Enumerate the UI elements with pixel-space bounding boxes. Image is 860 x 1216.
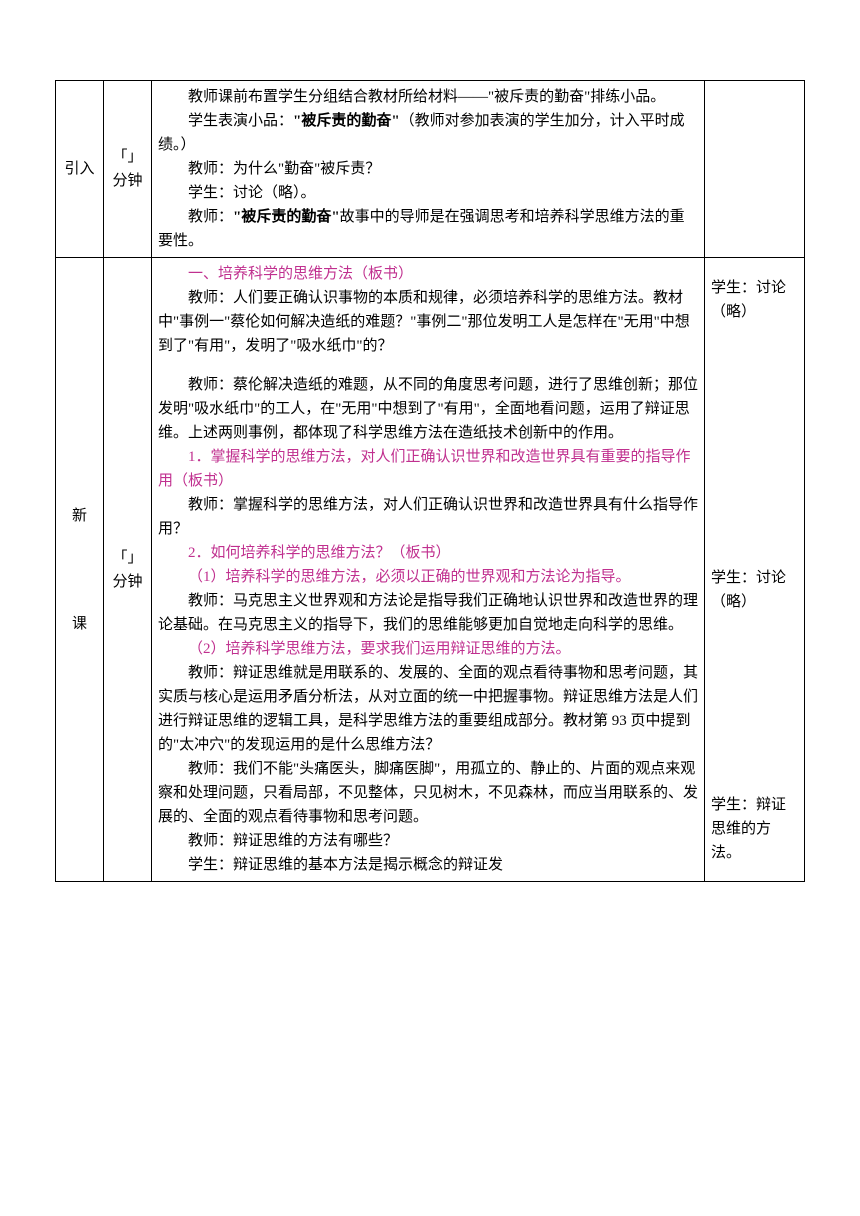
- content-paragraph: 教师：我们不能"头痛医头，脚痛医脚"，用孤立的、静止的、片面的观点来观察和处理问…: [158, 757, 698, 829]
- content-paragraph: （2）培养科学思维方法，要求我们运用辩证思维的方法。: [158, 637, 698, 661]
- content-paragraph: 教师："被斥责的勤奋"故事中的导师是在强调思考和培养科学思维方法的重要性。: [158, 205, 698, 253]
- content-paragraph: 教师：辩证思维的方法有哪些？: [158, 829, 698, 853]
- lesson-plan-table: 引入「」分钟教师课前布置学生分组结合教材所给材料——"被斥责的勤奋"排练小品。学…: [55, 80, 805, 882]
- table-row: 新 课「」分钟一、培养科学的思维方法（板书）教师：人们要正确认识事物的本质和规律…: [56, 258, 805, 882]
- content-paragraph: 教师：蔡伦解决造纸的难题，从不同的角度思考问题，进行了思维创新；那位发明"吸水纸…: [158, 373, 698, 445]
- stage-label: 引入: [56, 81, 104, 258]
- content-paragraph: 学生：讨论（略）。: [158, 181, 698, 205]
- content-paragraph: 教师课前布置学生分组结合教材所给材料——"被斥责的勤奋"排练小品。: [158, 85, 698, 109]
- time-label: 「」分钟: [104, 81, 152, 258]
- content-cell: 教师课前布置学生分组结合教材所给材料——"被斥责的勤奋"排练小品。学生表演小品：…: [152, 81, 705, 258]
- content-paragraph: 2．如何培养科学的思维方法？（板书）: [158, 541, 698, 565]
- stage-label: 新 课: [56, 258, 104, 882]
- notes-cell: [705, 81, 805, 258]
- note-text: 学生：讨论（略）: [711, 276, 798, 324]
- content-paragraph: 学生：辩证思维的基本方法是揭示概念的辩证发: [158, 853, 698, 877]
- table-row: 引入「」分钟教师课前布置学生分组结合教材所给材料——"被斥责的勤奋"排练小品。学…: [56, 81, 805, 258]
- content-paragraph: （1）培养科学的思维方法，必须以正确的世界观和方法论为指导。: [158, 565, 698, 589]
- content-paragraph: 教师：辩证思维就是用联系的、发展的、全面的观点看待事物和思考问题，其实质与核心是…: [158, 661, 698, 757]
- notes-cell: 学生：讨论（略） 学生：讨论（略） 学生：辩证思维的方法。: [705, 258, 805, 882]
- content-paragraph: 教师：掌握科学的思维方法，对人们正确认识世界和改造世界具有什么指导作用？: [158, 493, 698, 541]
- note-text: 学生：辩证思维的方法。: [711, 793, 798, 865]
- content-paragraph: 一、培养科学的思维方法（板书）: [158, 262, 698, 286]
- content-paragraph: 教师：为什么"勤奋"被斥责？: [158, 157, 698, 181]
- time-label: 「」分钟: [104, 258, 152, 882]
- content-paragraph: 教师：马克思主义世界观和方法论是指导我们正确地认识世界和改造世界的理论基础。在马…: [158, 589, 698, 637]
- note-text: 学生：讨论（略）: [711, 566, 798, 614]
- content-paragraph: 教师：人们要正确认识事物的本质和规律，必须培养科学的思维方法。教材中"事例一"蔡…: [158, 286, 698, 358]
- content-cell: 一、培养科学的思维方法（板书）教师：人们要正确认识事物的本质和规律，必须培养科学…: [152, 258, 705, 882]
- content-paragraph: 1．掌握科学的思维方法，对人们正确认识世界和改造世界具有重要的指导作用（板书）: [158, 445, 698, 493]
- content-paragraph: 学生表演小品："被斥责的勤奋"（教师对参加表演的学生加分，计入平时成绩。）: [158, 109, 698, 157]
